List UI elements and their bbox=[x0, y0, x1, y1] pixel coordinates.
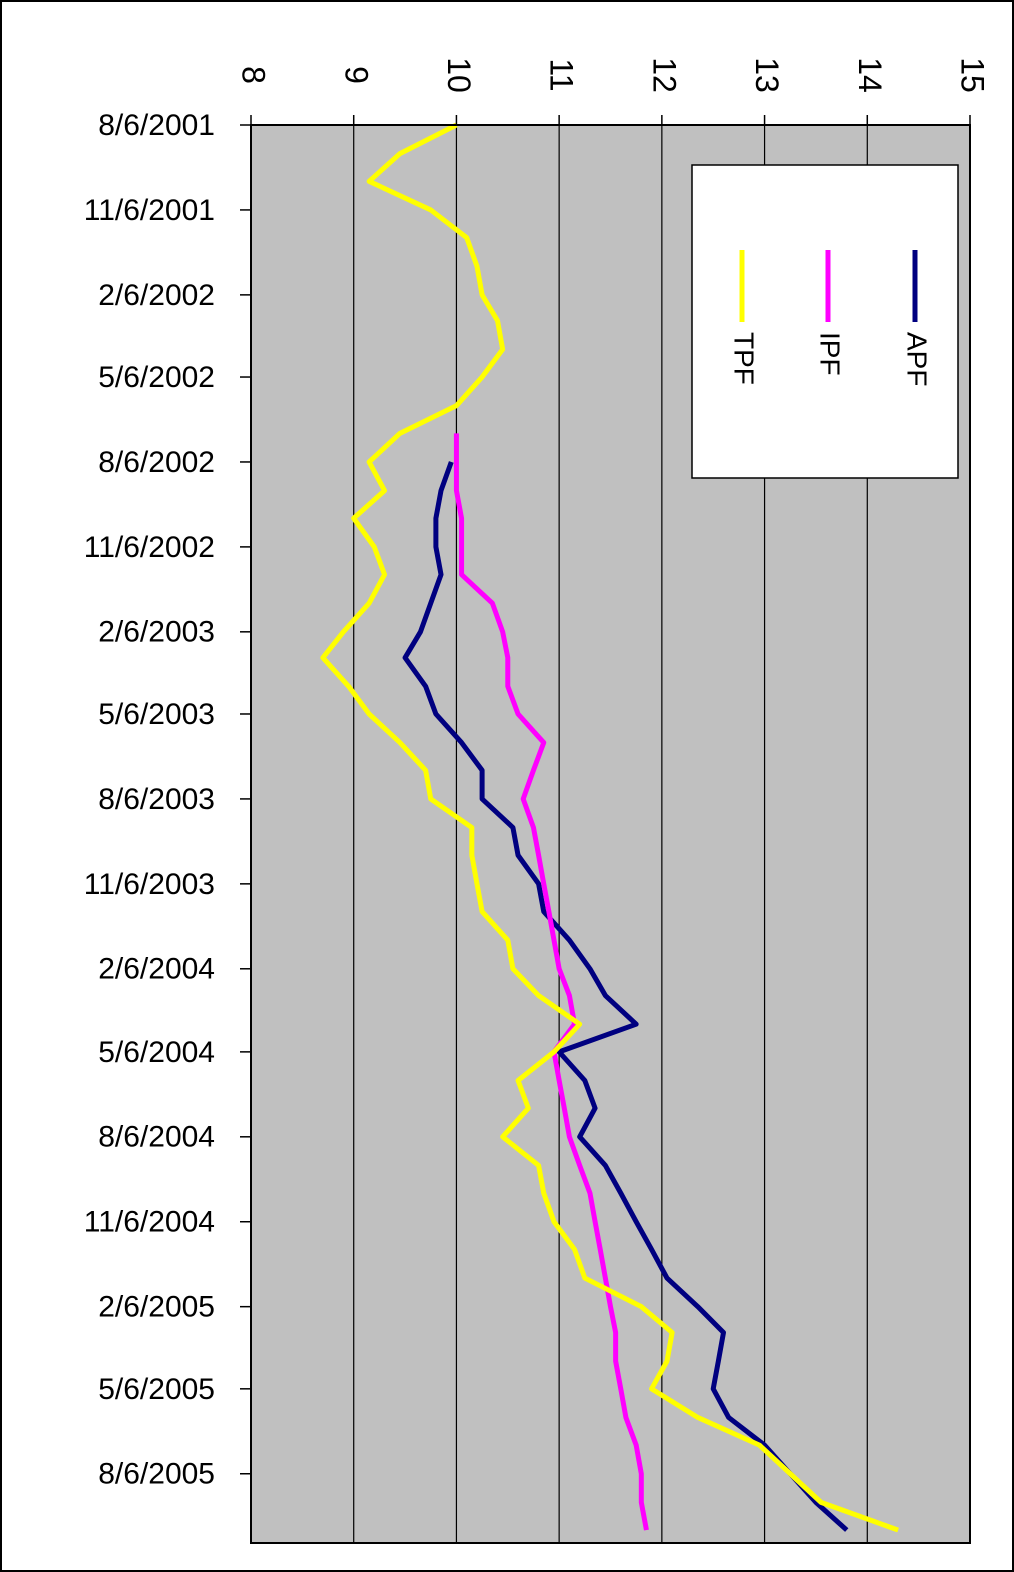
x-tick-label: 11/6/2004 bbox=[84, 1206, 215, 1239]
x-tick-label: 2/6/2004 bbox=[98, 953, 215, 986]
x-tick-label: 11/6/2001 bbox=[84, 194, 215, 227]
axes: 8 9 10 11 12 13 14 15 8/6/2001 11/6/2001 2/6/2002 5… bbox=[84, 57, 991, 1490]
x-tick-label: 11/6/2002 bbox=[84, 531, 215, 564]
x-tick-label: 8/6/2003 bbox=[98, 783, 215, 816]
x-tick-label: 2/6/2002 bbox=[98, 279, 215, 312]
y-tick-label: 8 bbox=[236, 66, 272, 84]
legend-label: APF bbox=[902, 332, 933, 386]
x-tick-label: 5/6/2004 bbox=[98, 1036, 215, 1069]
series-line bbox=[402, 461, 849, 1532]
y-tick-label: 9 bbox=[338, 66, 374, 84]
y-tick-label: 14 bbox=[852, 57, 888, 93]
legend-label: TPF bbox=[729, 332, 760, 385]
x-tick-label: 5/6/2002 bbox=[98, 361, 215, 394]
x-tick-label: 8/6/2005 bbox=[98, 1458, 215, 1491]
y-tick-label: 10 bbox=[441, 57, 477, 93]
y-tick-label: 15 bbox=[955, 57, 991, 93]
plot-border bbox=[250, 124, 971, 1544]
legend-label: IPF bbox=[815, 332, 846, 376]
x-tick-label: 2/6/2005 bbox=[98, 1291, 215, 1324]
x-tick-label: 8/6/2001 bbox=[98, 109, 215, 142]
legend-box bbox=[691, 164, 959, 479]
x-tick-label: 5/6/2005 bbox=[98, 1373, 215, 1406]
x-tick-label: 8/6/2002 bbox=[98, 446, 215, 479]
lines bbox=[320, 122, 899, 1533]
y-tick-label: 11 bbox=[544, 58, 580, 91]
series-line bbox=[453, 433, 649, 1531]
legend: APF IPF TPF bbox=[729, 250, 933, 386]
x-tick-label: 5/6/2003 bbox=[98, 698, 215, 731]
x-tick-label: 8/6/2004 bbox=[98, 1121, 215, 1154]
x-tick-label: 2/6/2003 bbox=[98, 616, 215, 649]
x-tick-label: 11/6/2003 bbox=[84, 868, 215, 901]
y-tick-label: 13 bbox=[749, 57, 785, 93]
series-line bbox=[320, 122, 899, 1533]
y-tick-label: 12 bbox=[646, 57, 682, 93]
